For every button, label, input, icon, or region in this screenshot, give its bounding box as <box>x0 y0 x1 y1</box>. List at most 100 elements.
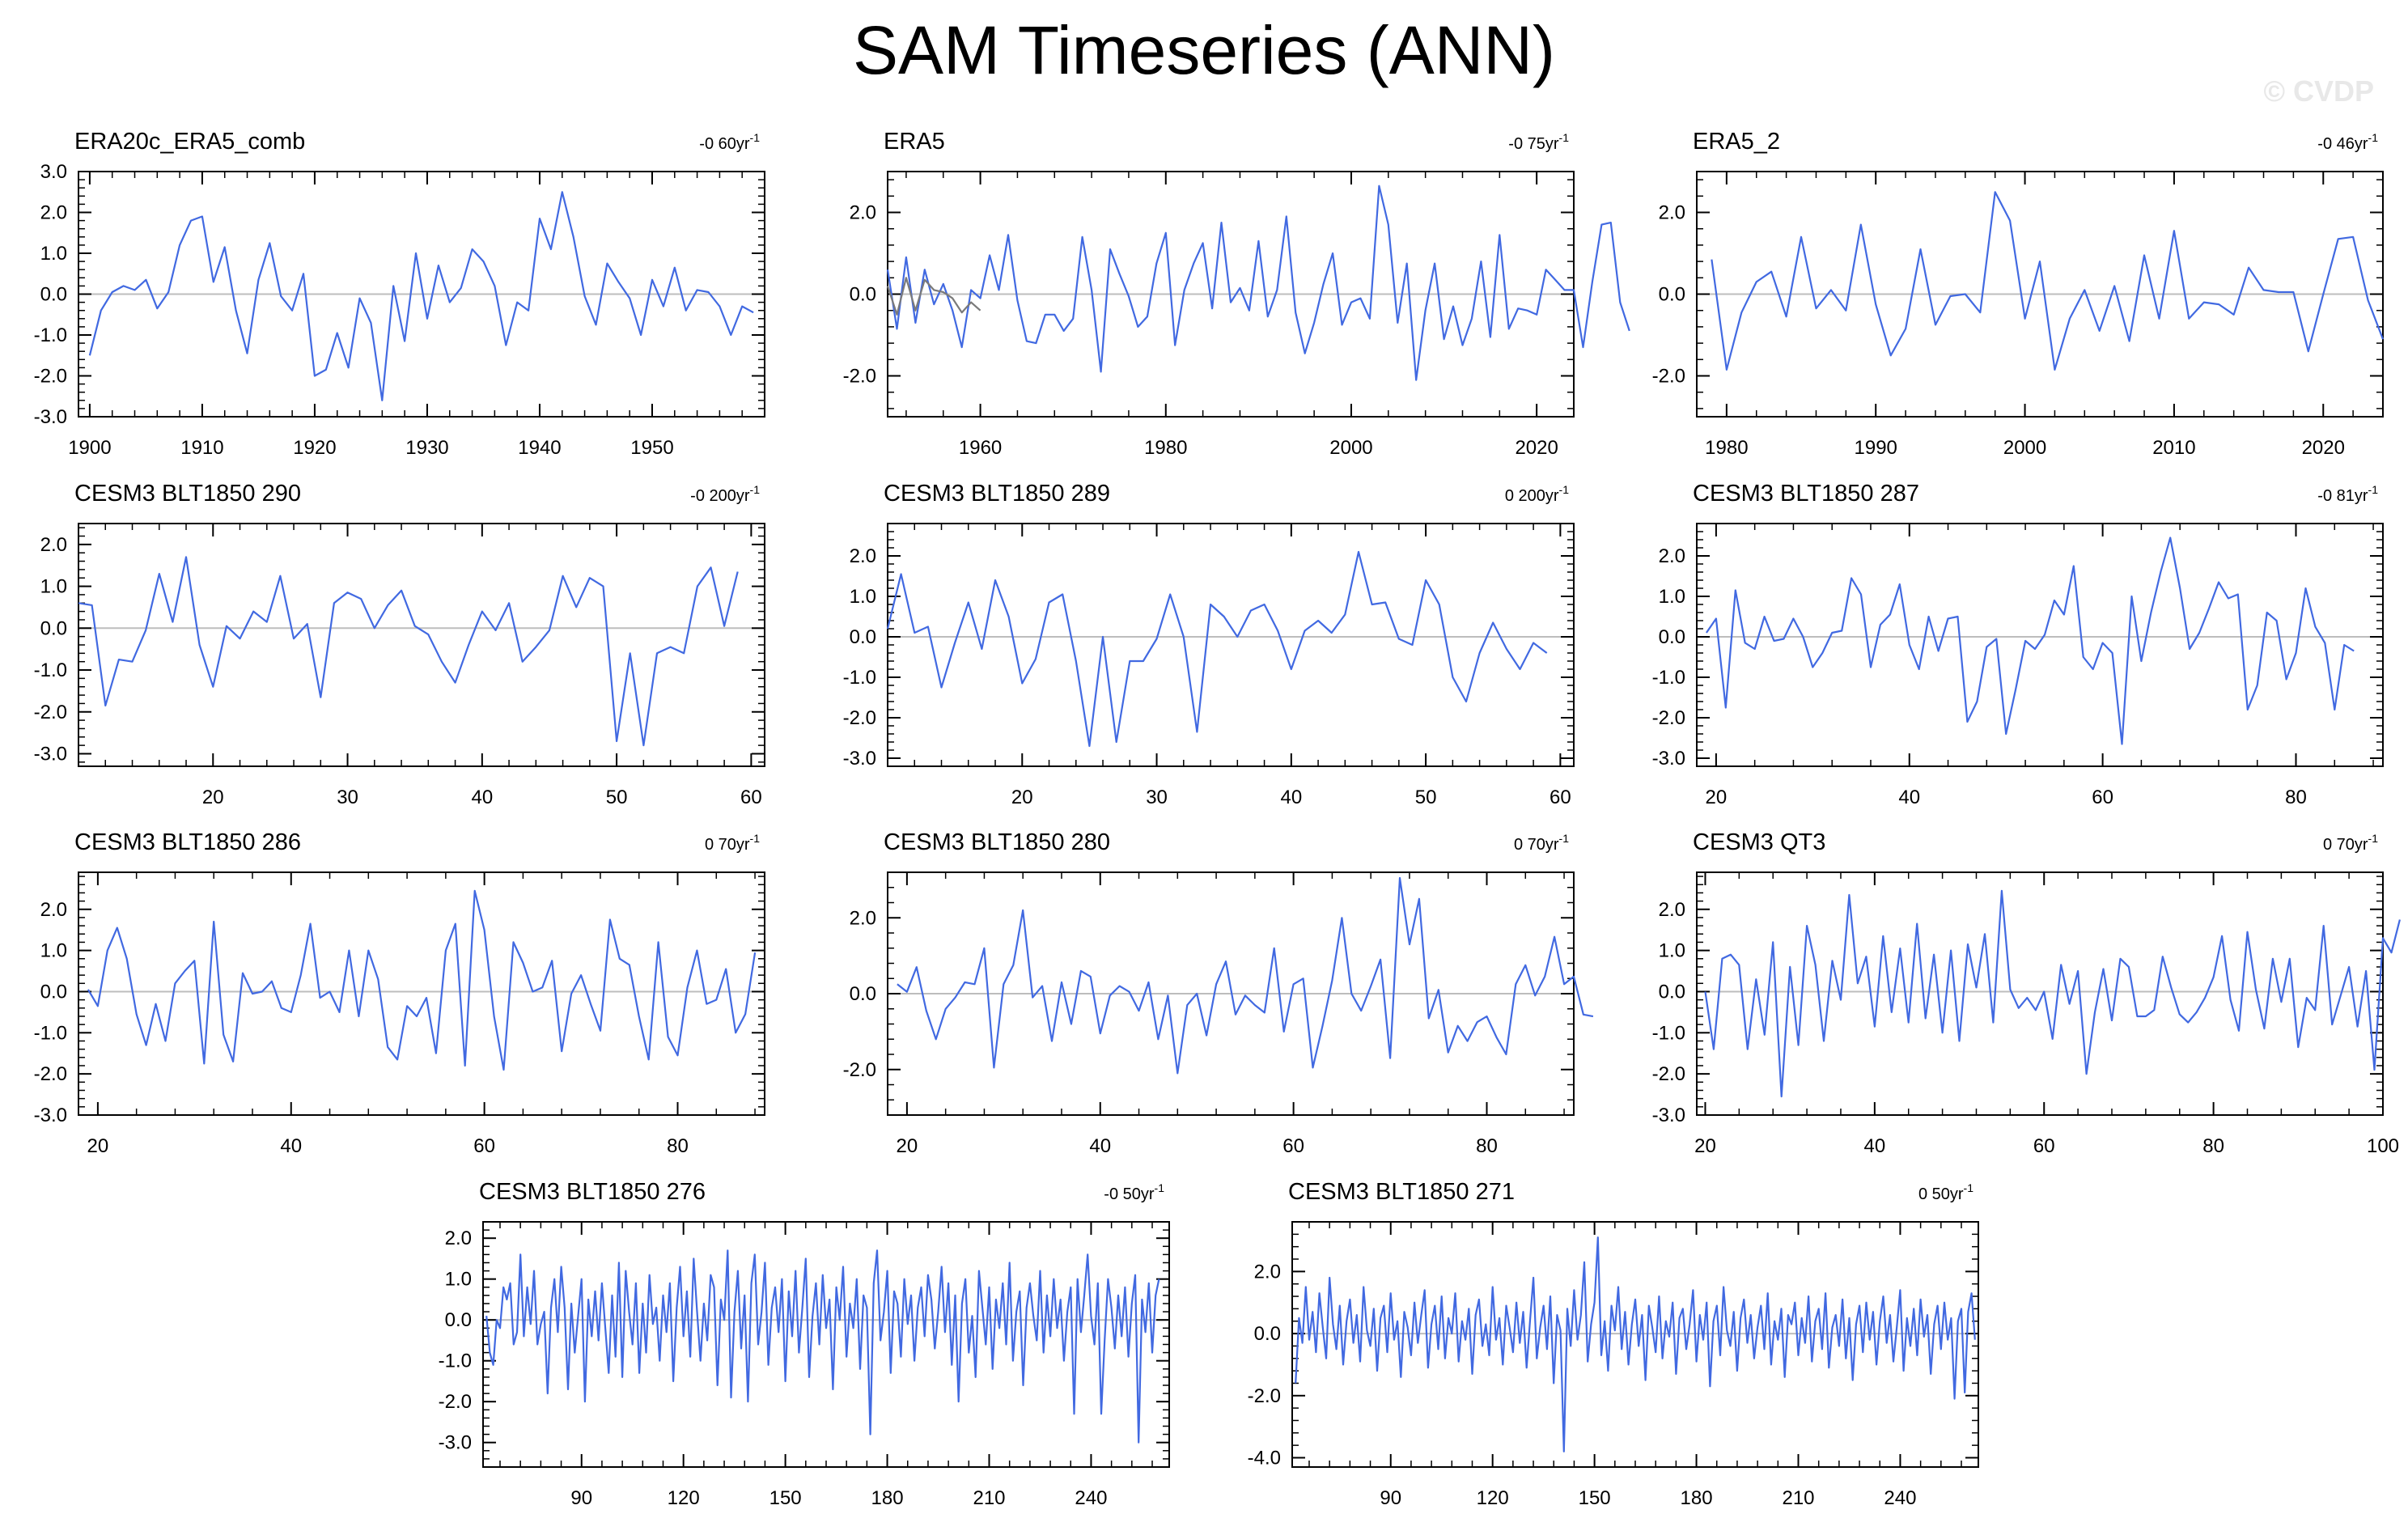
y-tick-label: 0.0 <box>40 617 67 639</box>
x-tick-label: 1920 <box>293 437 336 459</box>
x-tick-label: 20 <box>87 1135 109 1157</box>
x-tick-label: 1900 <box>68 437 111 459</box>
y-tick-label: -2.0 <box>1248 1385 1281 1407</box>
x-tick-label: 40 <box>280 1135 302 1157</box>
y-tick-label: -2.0 <box>843 1059 876 1081</box>
y-tick-label: -2.0 <box>439 1391 472 1413</box>
x-tick-label: 150 <box>769 1487 802 1509</box>
series-line <box>485 1249 1160 1444</box>
y-tick-label: 2.0 <box>850 545 876 567</box>
trend-unit: -1 <box>750 131 761 144</box>
y-tick-label: -2.0 <box>843 366 876 388</box>
trend-value: -0 200yr <box>690 487 750 505</box>
x-tick-label: 120 <box>1477 1487 1509 1509</box>
series-line <box>88 191 754 401</box>
y-tick-label: 2.0 <box>445 1228 472 1249</box>
trend-unit: -1 <box>2368 131 2379 144</box>
y-tick-label: 2.0 <box>850 907 876 929</box>
x-tick-label: 40 <box>1898 787 1920 808</box>
x-tick-label: 20 <box>1011 787 1033 808</box>
y-tick-label: -2.0 <box>34 366 67 388</box>
chart-panel: 1960 1980 2000 2020 -2.0 0.0 2.0 ERA5 -0 75yr-1 <box>843 129 1630 459</box>
series-line <box>78 556 739 747</box>
x-tick-label: 210 <box>1782 1487 1814 1509</box>
plot-frame <box>887 523 1575 767</box>
x-tick-label: 20 <box>897 1135 918 1157</box>
series-line <box>897 876 1594 1075</box>
y-tick-label: 0.0 <box>445 1309 472 1331</box>
trend-label: -0 50yr-1 <box>1104 1181 1164 1203</box>
trend-label: -0 200yr-1 <box>690 483 760 505</box>
plot-frame <box>78 523 765 767</box>
trend-label: 0 70yr-1 <box>705 832 760 854</box>
x-tick-label: 80 <box>2202 1135 2224 1157</box>
x-tick-label: 90 <box>570 1487 592 1509</box>
y-tick-label: -1.0 <box>1652 1022 1685 1044</box>
panel-title: ERA5 <box>884 129 945 155</box>
y-tick-label: -3.0 <box>439 1432 472 1454</box>
y-tick-label: 0.0 <box>1659 284 1685 306</box>
trend-value: 0 50yr <box>1918 1185 1964 1203</box>
panel-title: CESM3 BLT1850 289 <box>884 481 1110 507</box>
trend-unit: -1 <box>1559 131 1570 144</box>
y-tick-label: 1.0 <box>850 586 876 608</box>
y-tick-label: -4.0 <box>1248 1447 1281 1469</box>
chart-panel: 90 120 150 180 210 240 -3.0 -2.0 -1.0 0.0 1.0 2.0 CE… <box>439 1179 1170 1509</box>
trend-value: 0 70yr <box>2323 836 2368 854</box>
x-tick-label: 1940 <box>518 437 561 459</box>
y-tick-label: 2.0 <box>1659 899 1685 921</box>
y-tick-label: -3.0 <box>1652 748 1685 770</box>
x-tick-label: 2020 <box>2302 437 2345 459</box>
x-tick-label: 20 <box>202 787 224 808</box>
y-tick-label: -2.0 <box>34 1063 67 1085</box>
y-tick-label: 0.0 <box>1659 626 1685 648</box>
y-tick-label: -3.0 <box>34 406 67 428</box>
y-tick-label: 2.0 <box>850 202 876 224</box>
x-tick-label: 60 <box>473 1135 495 1157</box>
x-tick-label: 50 <box>606 787 628 808</box>
trend-value: 0 70yr <box>1514 836 1559 854</box>
x-tick-label: 2000 <box>1329 437 1372 459</box>
x-tick-label: 20 <box>1694 1135 1716 1157</box>
trend-value: 0 70yr <box>705 836 750 854</box>
x-tick-label: 40 <box>1089 1135 1111 1157</box>
x-tick-label: 210 <box>973 1487 1005 1509</box>
chart-panel: 20 40 60 80 -3.0 -2.0 -1.0 0.0 1.0 2.0 CESM3 BLT18… <box>34 829 765 1157</box>
y-tick-label: -2.0 <box>843 707 876 729</box>
trend-unit: -1 <box>1155 1181 1165 1194</box>
y-tick-label: -2.0 <box>1652 366 1685 388</box>
trend-label: -0 75yr-1 <box>1508 131 1569 153</box>
x-tick-label: 80 <box>667 1135 689 1157</box>
trend-label: 0 70yr-1 <box>2323 832 2378 854</box>
x-tick-label: 60 <box>1282 1135 1304 1157</box>
x-tick-label: 2010 <box>2152 437 2195 459</box>
panel-title: CESM3 BLT1850 290 <box>74 481 301 507</box>
panel-title: ERA20c_ERA5_comb <box>74 129 305 155</box>
trend-label: -0 81yr-1 <box>2317 483 2378 505</box>
x-tick-label: 60 <box>2033 1135 2055 1157</box>
y-tick-label: 2.0 <box>1659 202 1685 224</box>
series-line <box>1705 536 2355 745</box>
y-tick-label: -1.0 <box>34 659 67 681</box>
x-tick-label: 100 <box>2367 1135 2399 1157</box>
plot-frame <box>78 871 765 1116</box>
y-tick-label: -3.0 <box>34 1105 67 1126</box>
trend-label: -0 60yr-1 <box>699 131 760 153</box>
y-tick-label: 0.0 <box>850 284 876 306</box>
y-tick-label: 0.0 <box>40 284 67 306</box>
x-tick-label: 30 <box>337 787 358 808</box>
page-title: SAM Timeseries (ANN) <box>852 12 1556 88</box>
x-tick-label: 2000 <box>2003 437 2046 459</box>
x-tick-label: 1980 <box>1144 437 1187 459</box>
y-tick-label: -1.0 <box>843 667 876 689</box>
chart-panel: 1900 1910 1920 1930 1940 1950 -3.0 -2.0 -1.0 0.0 1… <box>34 129 765 459</box>
x-tick-label: 1950 <box>630 437 673 459</box>
y-tick-label: 0.0 <box>1254 1323 1281 1345</box>
y-tick-label: 2.0 <box>40 202 67 224</box>
panel-title: CESM3 BLT1850 280 <box>884 829 1110 855</box>
x-tick-label: 30 <box>1146 787 1168 808</box>
x-tick-label: 2020 <box>1515 437 1558 459</box>
y-tick-label: 1.0 <box>40 576 67 598</box>
trend-value: -0 81yr <box>2317 487 2368 505</box>
panel-title: CESM3 BLT1850 287 <box>1693 481 1919 507</box>
